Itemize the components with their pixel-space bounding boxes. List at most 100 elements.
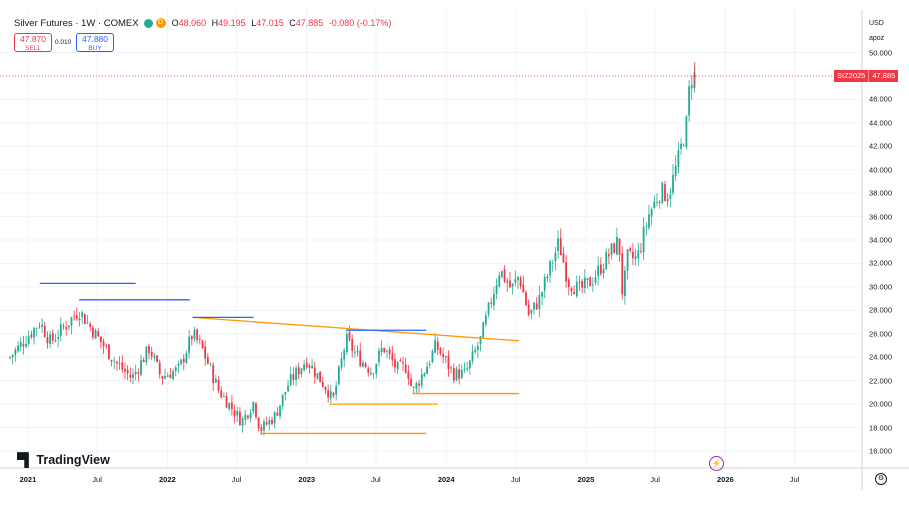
candle-body — [164, 375, 166, 379]
change-value: -0.080 (-0.17%) — [328, 18, 392, 28]
time-tick-label: 2022 — [159, 475, 176, 484]
settings-icon[interactable]: ⚙ — [875, 473, 887, 485]
candle-body — [380, 348, 383, 353]
price-tick-label: 24.000 — [869, 352, 892, 362]
candle-body — [265, 422, 268, 425]
candle-body — [535, 303, 538, 310]
candle-body — [239, 411, 241, 426]
candle-body — [27, 336, 30, 344]
candle-body — [91, 327, 94, 338]
symbol-title[interactable]: Silver Futures · 1W · COMEX — [14, 17, 139, 29]
last-candle-body — [693, 75, 696, 78]
candle-body — [41, 324, 43, 328]
candle-body — [530, 310, 533, 314]
candle-body — [674, 166, 677, 177]
candle-body — [121, 362, 124, 370]
price-tick-label: 36.000 — [869, 212, 892, 222]
time-tick-label: 2025 — [577, 475, 595, 484]
candle-body — [423, 373, 426, 376]
support-line — [192, 316, 520, 342]
candle-body — [399, 360, 402, 362]
candle-body — [212, 364, 215, 383]
candle-body — [447, 355, 450, 369]
candle-body — [599, 264, 602, 274]
candle-body — [51, 333, 54, 341]
candle-body — [498, 275, 501, 287]
high-label: H — [211, 18, 219, 28]
candle-body — [295, 368, 297, 381]
candle-body — [362, 362, 364, 367]
candle-body — [583, 277, 586, 289]
candle-body — [222, 396, 225, 397]
candle-body — [581, 281, 584, 288]
sell-label: SELL — [25, 45, 41, 52]
candle-body — [321, 381, 324, 387]
candle-body — [624, 270, 626, 297]
candle-body — [487, 302, 490, 315]
candle-body — [11, 354, 14, 358]
time-tick-label: Jul — [371, 475, 381, 484]
candle-body — [329, 391, 332, 399]
candle-body — [105, 345, 108, 347]
lightning-icon[interactable]: ⚡ — [709, 456, 724, 471]
candle-body — [386, 350, 388, 352]
candle-body — [57, 337, 60, 340]
spread-value: 0.010 — [55, 39, 72, 46]
candle-body — [452, 368, 455, 381]
candle-body — [43, 325, 46, 337]
candle-body — [81, 312, 84, 318]
candle-body — [177, 363, 180, 366]
last-price-tag: SIZ2025 47.885 — [834, 70, 899, 82]
candle-body — [292, 374, 295, 380]
buy-button[interactable]: 47.880 BUY — [76, 33, 114, 52]
candle-body — [388, 349, 391, 355]
candle-body — [688, 86, 690, 116]
candle-body — [35, 327, 38, 329]
candle-body — [517, 276, 519, 281]
candle-body — [680, 143, 682, 149]
candle-body — [359, 350, 362, 367]
candle-body — [17, 345, 19, 352]
candle-body — [460, 369, 463, 378]
chart-legend: Silver Futures · 1W · COMEX D O48.060 H4… — [14, 15, 394, 31]
tradingview-logo[interactable]: ▀▌ TradingView — [17, 452, 110, 467]
candle-body — [316, 373, 319, 379]
candle-body — [276, 412, 279, 416]
candle-body — [607, 254, 610, 257]
candle-body — [46, 337, 49, 344]
low-label: L — [251, 18, 257, 28]
candle-body — [634, 256, 637, 260]
time-tick-label: Jul — [92, 475, 102, 484]
candle-body — [137, 372, 140, 374]
candle-body — [110, 359, 113, 362]
buy-price: 47.880 — [82, 34, 108, 44]
sell-button[interactable]: 47.870 SELL — [14, 33, 52, 52]
scale-label[interactable]: apoz — [869, 35, 885, 42]
candle-body — [142, 360, 145, 363]
candle-body — [206, 356, 209, 364]
candle-body — [476, 345, 479, 351]
candle-body — [161, 376, 164, 379]
currency-selector[interactable]: USD — [869, 20, 884, 27]
candle-body — [484, 315, 487, 325]
candle-body — [586, 278, 589, 280]
candle-body — [474, 349, 477, 353]
candle-body — [575, 281, 578, 297]
candle-body — [562, 253, 565, 263]
candle-body — [591, 284, 594, 286]
candle-body — [102, 341, 105, 347]
candle-body — [49, 334, 52, 344]
candle-body — [375, 363, 378, 374]
candle-body — [156, 355, 158, 362]
candle-body — [378, 350, 380, 363]
candle-body — [319, 371, 322, 383]
candle-body — [632, 251, 634, 259]
candle-body — [193, 329, 196, 339]
candle-body — [70, 317, 73, 326]
candle-body — [450, 367, 453, 369]
candle-body — [19, 342, 22, 347]
candle-body — [629, 248, 632, 251]
candle-body — [471, 351, 474, 361]
candle-body — [656, 202, 658, 204]
